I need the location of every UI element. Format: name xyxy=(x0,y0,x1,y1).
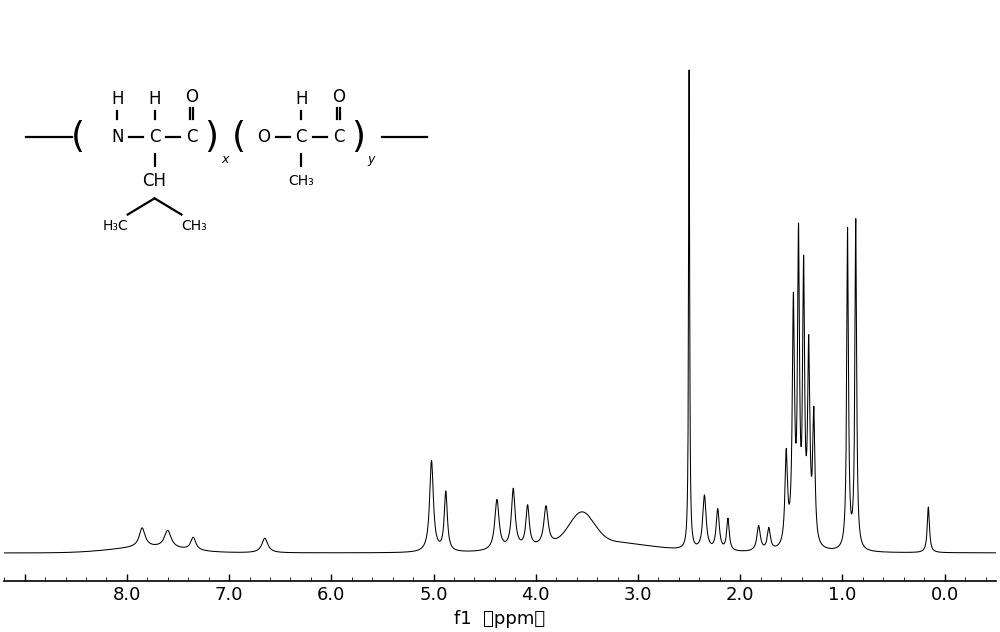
X-axis label: f1  （ppm）: f1 （ppm） xyxy=(454,610,546,628)
